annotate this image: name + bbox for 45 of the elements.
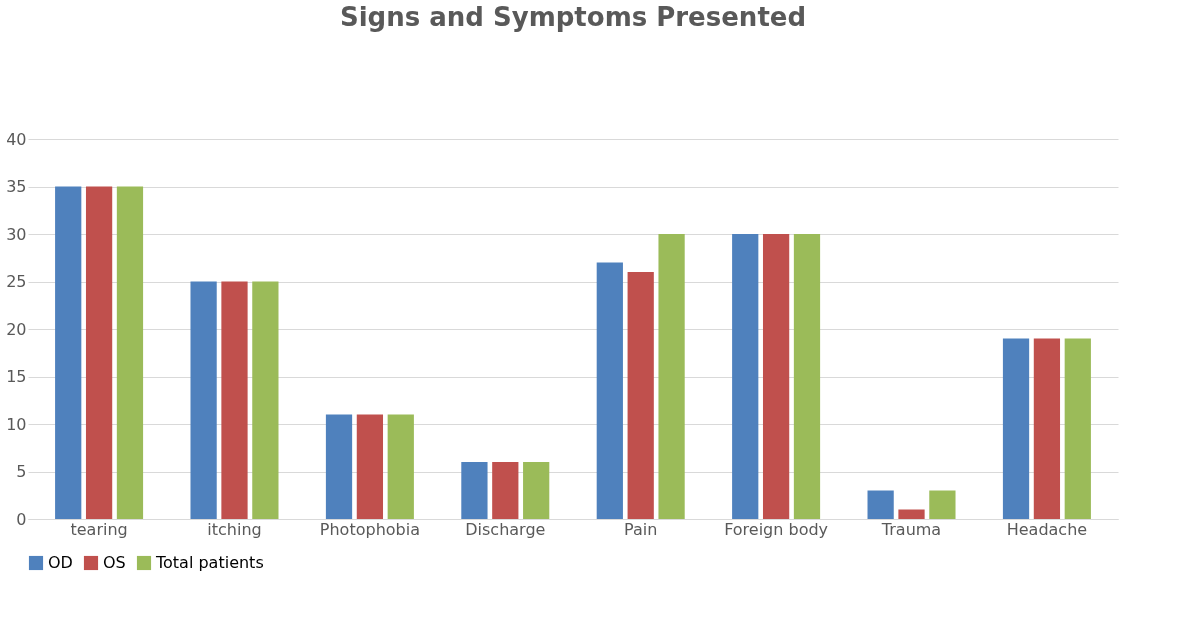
- legend-label: OS: [103, 553, 126, 572]
- bar: [596, 262, 623, 519]
- bar: [252, 281, 279, 519]
- bar: [190, 281, 217, 519]
- x-tick-label: Foreign body: [724, 519, 829, 539]
- bar: [356, 414, 384, 519]
- x-tick-label: Pain: [624, 519, 658, 539]
- bar: [867, 490, 894, 519]
- y-tick-label: 15: [6, 367, 27, 386]
- bar: [461, 462, 488, 519]
- y-tick-label: 30: [6, 224, 27, 244]
- y-tick-label: 35: [6, 177, 27, 196]
- legend-label: Total patients: [155, 553, 264, 572]
- bar: [387, 414, 414, 519]
- bar: [325, 414, 353, 519]
- x-tick-label: Discharge: [465, 519, 546, 539]
- bar: [523, 462, 550, 519]
- bar: [221, 281, 248, 519]
- y-tick-label: 25: [6, 272, 27, 291]
- bar: [1002, 338, 1030, 519]
- bar: [732, 234, 759, 519]
- bar: [85, 186, 113, 519]
- x-tick-label: itching: [207, 519, 262, 539]
- bar: [793, 234, 821, 519]
- bar: [1033, 338, 1061, 519]
- y-tick-label: 5: [16, 462, 27, 481]
- bar: [929, 490, 956, 519]
- y-tick-label: 0: [16, 509, 27, 529]
- bar: [116, 186, 144, 519]
- bar: [627, 272, 654, 519]
- y-tick-label: 20: [6, 319, 27, 339]
- y-tick-label: 10: [6, 414, 27, 434]
- x-tick-label: tearing: [70, 519, 128, 539]
- y-tick-label: 40: [6, 129, 27, 149]
- bar: [898, 509, 925, 519]
- bar: [658, 234, 685, 519]
- bar: [492, 462, 519, 519]
- x-tick-label: Photophobia: [319, 519, 420, 539]
- legend-label: OD: [48, 553, 73, 572]
- x-tick-label: Headache: [1006, 519, 1088, 539]
- bar: [55, 186, 82, 519]
- x-tick-label: Trauma: [880, 519, 942, 539]
- bar: [762, 234, 790, 519]
- bar: [1064, 338, 1091, 519]
- chart-title: Signs and Symptoms Presented: [339, 2, 807, 32]
